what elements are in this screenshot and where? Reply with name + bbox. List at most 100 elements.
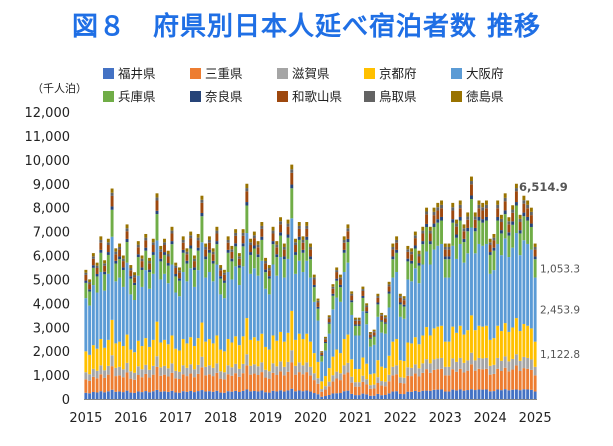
bar-segment bbox=[249, 252, 253, 255]
bar-segment bbox=[136, 257, 140, 276]
bar-segment bbox=[324, 338, 327, 340]
bar-segment bbox=[226, 365, 230, 375]
bar-segment bbox=[406, 258, 410, 262]
bar-segment bbox=[264, 392, 268, 399]
bar-segment bbox=[380, 385, 384, 396]
bar-segment bbox=[526, 357, 530, 369]
bar-segment bbox=[84, 379, 88, 393]
bar-segment bbox=[477, 216, 481, 221]
bar-segment bbox=[185, 343, 189, 368]
bar-segment bbox=[155, 366, 159, 390]
bar-segment bbox=[118, 341, 122, 367]
bar-segment bbox=[522, 216, 526, 241]
legend-label: 大阪府 bbox=[466, 66, 504, 81]
bar-segment bbox=[230, 375, 234, 392]
bar-segment bbox=[533, 375, 537, 392]
bar-segment bbox=[129, 278, 133, 295]
bar-segment bbox=[477, 243, 481, 326]
bar-segment bbox=[402, 298, 406, 301]
bar-segment bbox=[181, 249, 185, 253]
bar-segment bbox=[151, 252, 155, 255]
bar-segment bbox=[425, 214, 429, 224]
bar-segment bbox=[499, 222, 503, 231]
bar-segment bbox=[327, 315, 331, 318]
bar-segment bbox=[481, 245, 485, 327]
bar-segment bbox=[372, 384, 376, 389]
bar-segment bbox=[103, 260, 107, 264]
bar-segment bbox=[151, 374, 155, 392]
bar-segment bbox=[383, 323, 387, 334]
bar-segment bbox=[383, 381, 387, 387]
bar-segment bbox=[163, 374, 166, 392]
y-tick-label: 3,000 bbox=[33, 321, 70, 336]
bar-segment bbox=[110, 206, 114, 210]
bar-segment bbox=[514, 183, 518, 189]
bar-segment bbox=[436, 358, 440, 370]
bar-segment bbox=[466, 330, 470, 361]
bar-segment bbox=[413, 390, 417, 399]
bar-segment bbox=[245, 205, 249, 234]
bar-segment bbox=[144, 391, 148, 399]
bar-segment bbox=[529, 223, 533, 227]
bar-segment bbox=[140, 369, 144, 378]
bar-segment bbox=[118, 366, 122, 376]
bar-segment bbox=[286, 237, 290, 259]
bar-segment bbox=[260, 372, 264, 391]
bar-segment bbox=[279, 232, 283, 236]
bar-segment bbox=[421, 230, 425, 234]
bar-segment bbox=[380, 315, 384, 321]
bar-segment bbox=[189, 337, 193, 365]
bar-segment bbox=[118, 391, 122, 399]
bar-segment bbox=[346, 231, 350, 239]
bar-segment bbox=[204, 249, 208, 257]
bar-segment bbox=[395, 271, 399, 339]
bar-segment bbox=[178, 296, 181, 351]
bar-segment bbox=[529, 226, 533, 250]
bar-segment bbox=[425, 207, 429, 212]
bar-segment bbox=[312, 279, 316, 285]
bar-segment bbox=[226, 374, 230, 392]
bar-segment bbox=[361, 295, 365, 298]
bar-segment bbox=[275, 247, 279, 255]
bar-segment bbox=[144, 338, 148, 365]
bar-segment bbox=[181, 271, 185, 339]
bar-segment bbox=[110, 195, 114, 207]
bar-segment bbox=[264, 257, 268, 261]
bar-segment bbox=[458, 243, 462, 326]
bar-segment bbox=[196, 364, 200, 374]
bar-segment bbox=[99, 338, 103, 366]
bar-segment bbox=[129, 378, 133, 393]
bar-segment bbox=[387, 307, 391, 356]
bar-segment bbox=[398, 293, 402, 297]
bar-segment bbox=[518, 214, 522, 219]
bar-segment bbox=[185, 254, 189, 261]
bar-segment bbox=[440, 368, 443, 390]
bar-segment bbox=[353, 382, 357, 387]
bar-segment bbox=[140, 258, 144, 262]
bar-segment bbox=[159, 261, 163, 280]
bar-segment bbox=[357, 317, 361, 320]
bar-segment bbox=[470, 199, 473, 228]
bar-segment bbox=[234, 232, 238, 236]
bar-segment bbox=[316, 302, 320, 307]
bar-segment bbox=[95, 265, 99, 268]
bar-segment bbox=[499, 255, 503, 332]
bar-segment bbox=[316, 306, 320, 309]
bar-segment bbox=[140, 261, 144, 268]
bar-segment bbox=[297, 362, 301, 373]
bar-segment bbox=[492, 240, 496, 248]
bar-segment bbox=[166, 391, 170, 399]
bar-segment bbox=[174, 292, 178, 349]
bar-segment bbox=[413, 268, 417, 338]
bar-segment bbox=[114, 376, 118, 392]
bar-segment bbox=[462, 262, 466, 335]
bar-segment bbox=[518, 218, 522, 223]
bar-segment bbox=[447, 375, 451, 392]
bar-segment bbox=[245, 365, 249, 390]
bar-segment bbox=[286, 371, 290, 391]
bar-segment bbox=[417, 283, 421, 345]
legend-label: 和歌山県 bbox=[292, 89, 342, 104]
bar-segment bbox=[380, 332, 384, 367]
bar-segment bbox=[522, 195, 526, 201]
bar-segment bbox=[499, 218, 503, 223]
